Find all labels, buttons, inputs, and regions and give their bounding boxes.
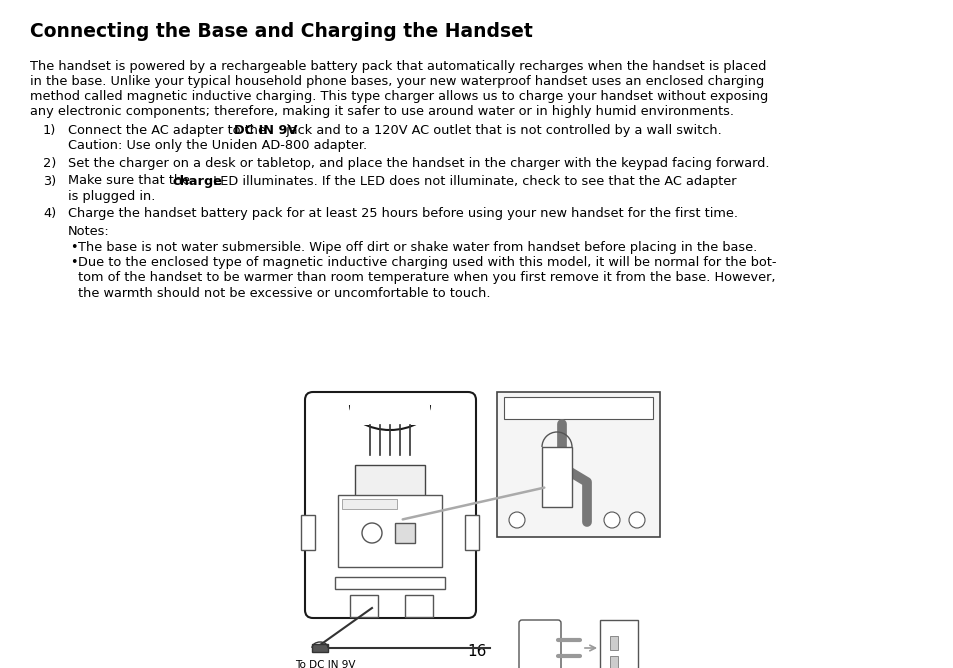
Text: Connect the AC adapter to the: Connect the AC adapter to the bbox=[68, 124, 270, 137]
Text: The base is not water submersible. Wipe off dirt or shake water from handset bef: The base is not water submersible. Wipe … bbox=[78, 240, 757, 253]
Text: any electronic components; therefore, making it safer to use around water or in : any electronic components; therefore, ma… bbox=[30, 105, 733, 118]
Text: •: • bbox=[70, 240, 77, 253]
Text: is plugged in.: is plugged in. bbox=[68, 190, 155, 203]
Text: in the base. Unlike your typical household phone bases, your new waterproof hand: in the base. Unlike your typical househo… bbox=[30, 75, 763, 88]
Bar bbox=[464, 515, 478, 550]
FancyBboxPatch shape bbox=[305, 392, 476, 618]
Text: tom of the handset to be warmer than room temperature when you first remove it f: tom of the handset to be warmer than roo… bbox=[78, 271, 775, 285]
Text: Route the cord.: Route the cord. bbox=[526, 399, 629, 412]
Circle shape bbox=[509, 512, 524, 528]
Bar bbox=[497, 392, 659, 537]
Bar bbox=[350, 405, 430, 425]
Bar bbox=[541, 447, 572, 507]
Text: 16: 16 bbox=[467, 644, 486, 659]
Text: Connecting the Base and Charging the Handset: Connecting the Base and Charging the Han… bbox=[30, 22, 532, 41]
Text: jack and to a 120V AC outlet that is not controlled by a wall switch.: jack and to a 120V AC outlet that is not… bbox=[282, 124, 721, 137]
Text: Make sure that the: Make sure that the bbox=[68, 174, 194, 188]
Bar bbox=[503, 397, 652, 419]
Text: DC IN 9V: DC IN 9V bbox=[233, 124, 296, 137]
Bar bbox=[350, 595, 377, 617]
FancyBboxPatch shape bbox=[518, 620, 560, 668]
Bar bbox=[355, 465, 424, 507]
Bar bbox=[312, 644, 328, 652]
Text: LED illuminates. If the LED does not illuminate, check to see that the AC adapte: LED illuminates. If the LED does not ill… bbox=[210, 174, 737, 188]
Text: 4): 4) bbox=[43, 208, 56, 220]
Circle shape bbox=[361, 523, 381, 543]
Bar bbox=[395, 523, 415, 543]
Bar bbox=[609, 636, 618, 650]
Text: Due to the enclosed type of magnetic inductive charging used with this model, it: Due to the enclosed type of magnetic ind… bbox=[78, 256, 776, 269]
Text: the warmth should not be excessive or uncomfortable to touch.: the warmth should not be excessive or un… bbox=[78, 287, 490, 300]
Bar bbox=[405, 595, 433, 617]
Text: 3): 3) bbox=[43, 174, 56, 188]
Bar bbox=[609, 656, 618, 668]
Text: To DC IN 9V: To DC IN 9V bbox=[294, 660, 355, 668]
Text: 2): 2) bbox=[43, 157, 56, 170]
Bar bbox=[335, 577, 444, 589]
Text: •: • bbox=[70, 256, 77, 269]
Bar bbox=[337, 495, 441, 567]
Text: Charge the handset battery pack for at least 25 hours before using your new hand: Charge the handset battery pack for at l… bbox=[68, 208, 738, 220]
Text: charge: charge bbox=[172, 174, 223, 188]
Circle shape bbox=[603, 512, 619, 528]
Text: The handset is powered by a rechargeable battery pack that automatically recharg: The handset is powered by a rechargeable… bbox=[30, 60, 765, 73]
Text: Caution: Use only the Uniden AD-800 adapter.: Caution: Use only the Uniden AD-800 adap… bbox=[68, 140, 367, 152]
Text: Notes:: Notes: bbox=[68, 225, 110, 238]
Bar bbox=[341, 499, 396, 509]
Text: Set the charger on a desk or tabletop, and place the handset in the charger with: Set the charger on a desk or tabletop, a… bbox=[68, 157, 769, 170]
Text: method called magnetic inductive charging. This type charger allows us to charge: method called magnetic inductive chargin… bbox=[30, 90, 767, 103]
Bar bbox=[301, 515, 314, 550]
Bar bbox=[599, 620, 638, 668]
Text: 1): 1) bbox=[43, 124, 56, 137]
Circle shape bbox=[628, 512, 644, 528]
